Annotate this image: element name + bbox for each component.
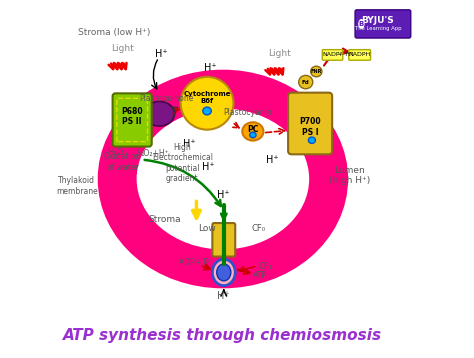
- Ellipse shape: [299, 76, 313, 89]
- Text: P680
PS II: P680 PS II: [121, 107, 143, 126]
- FancyBboxPatch shape: [113, 93, 152, 146]
- Text: H⁺: H⁺: [266, 155, 279, 165]
- Text: NADP⁺: NADP⁺: [322, 52, 343, 57]
- Text: H⁺: H⁺: [183, 139, 196, 149]
- Text: B: B: [359, 21, 364, 27]
- Ellipse shape: [89, 61, 357, 297]
- Text: Fd: Fd: [302, 79, 310, 84]
- Text: Stroma (low H⁺): Stroma (low H⁺): [78, 28, 151, 37]
- Text: H⁺: H⁺: [204, 63, 217, 73]
- Text: ATP synthesis through chemiosmosis: ATP synthesis through chemiosmosis: [64, 328, 383, 343]
- Text: NADPH: NADPH: [348, 52, 371, 57]
- Text: Low: Low: [198, 224, 216, 233]
- Text: ATP: ATP: [253, 271, 267, 280]
- Text: Cytochrome
B6f: Cytochrome B6f: [183, 91, 231, 105]
- Text: H₂O: H₂O: [107, 148, 124, 157]
- Ellipse shape: [203, 107, 211, 115]
- Text: ADP+ Pᴵ: ADP+ Pᴵ: [180, 258, 210, 267]
- Text: H⁺: H⁺: [155, 49, 167, 59]
- FancyBboxPatch shape: [355, 10, 411, 38]
- Text: High
Electrochemical
potential
gradient: High Electrochemical potential gradient: [152, 143, 213, 183]
- Ellipse shape: [181, 77, 234, 130]
- Text: PC: PC: [247, 125, 258, 134]
- Ellipse shape: [217, 264, 231, 281]
- Ellipse shape: [310, 66, 322, 77]
- Ellipse shape: [309, 137, 315, 144]
- Text: Light: Light: [268, 49, 291, 58]
- Text: Plastoquinone: Plastoquinone: [139, 94, 194, 103]
- Ellipse shape: [250, 132, 256, 138]
- Text: + H⁺: + H⁺: [338, 52, 354, 57]
- Text: P700
PS I: P700 PS I: [299, 117, 321, 137]
- Ellipse shape: [358, 19, 365, 29]
- FancyBboxPatch shape: [212, 223, 235, 257]
- Text: Thylakoid
membrane: Thylakoid membrane: [56, 176, 98, 196]
- Text: H⁺: H⁺: [218, 291, 230, 301]
- FancyBboxPatch shape: [322, 50, 343, 60]
- Text: Oxidation
of water: Oxidation of water: [104, 153, 141, 172]
- Text: H⁺: H⁺: [202, 162, 215, 172]
- Ellipse shape: [145, 101, 174, 126]
- Text: ½O₂+H⁺: ½O₂+H⁺: [137, 149, 169, 158]
- FancyBboxPatch shape: [349, 50, 371, 60]
- Text: Stroma: Stroma: [148, 215, 181, 224]
- Ellipse shape: [212, 259, 235, 286]
- Ellipse shape: [137, 108, 309, 250]
- Text: Lumen
(high H⁺): Lumen (high H⁺): [329, 166, 370, 185]
- Text: CF₀: CF₀: [252, 224, 266, 233]
- Text: Light: Light: [111, 44, 134, 53]
- Ellipse shape: [242, 122, 264, 141]
- Text: The Learning App: The Learning App: [355, 26, 401, 31]
- Ellipse shape: [96, 66, 350, 292]
- Text: FNR: FNR: [310, 69, 322, 74]
- Text: Plastocyanin: Plastocyanin: [223, 107, 272, 117]
- Text: CF₁: CF₁: [259, 262, 273, 271]
- FancyBboxPatch shape: [288, 93, 332, 154]
- Text: H⁺: H⁺: [217, 190, 229, 200]
- Text: BYJU'S: BYJU'S: [362, 16, 394, 25]
